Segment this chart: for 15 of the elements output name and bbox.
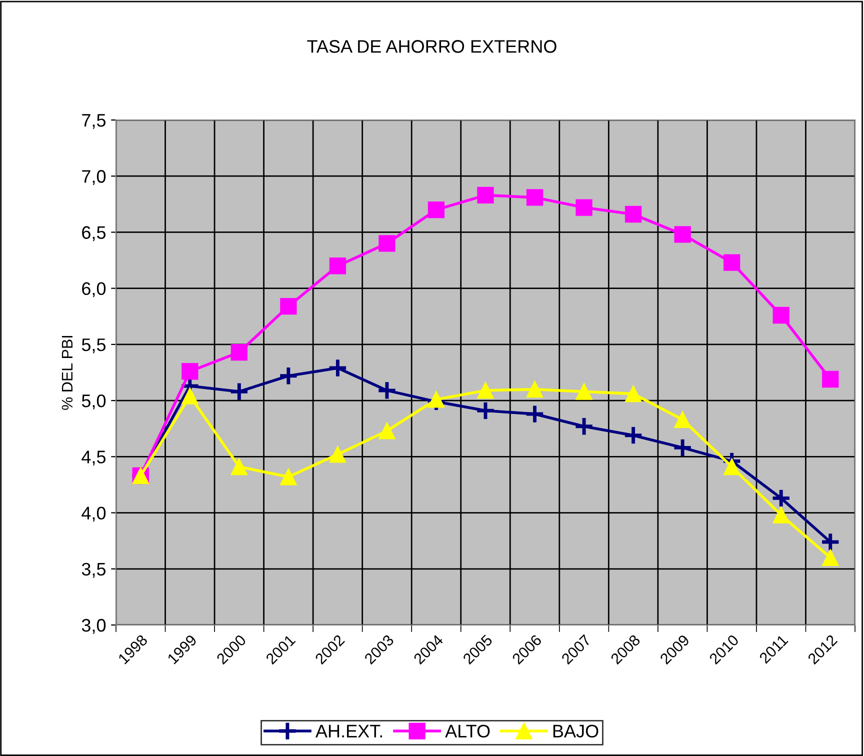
- y-tick-label: 3,5: [82, 562, 106, 578]
- y-tick-label: 4,5: [82, 450, 106, 466]
- y-tick-label: 4,0: [82, 506, 106, 522]
- legend-label: AH.EXT.: [315, 724, 382, 738]
- chart-title: TASA DE AHORRO EXTERNO: [307, 40, 556, 53]
- y-tick-label: 7,5: [82, 114, 106, 129]
- y-axis-title: % DEL PBI: [62, 336, 73, 410]
- y-tick-label: 7,0: [82, 170, 106, 185]
- legend-label: ALTO: [445, 724, 490, 738]
- legend-label: BAJO: [553, 724, 598, 738]
- y-tick-label: 6,0: [82, 282, 106, 298]
- y-tick-label: 5,5: [82, 338, 106, 354]
- y-tick-label: 3,0: [82, 618, 106, 634]
- y-tick-label: 5,0: [82, 394, 106, 410]
- y-tick-label: 6,5: [82, 226, 106, 242]
